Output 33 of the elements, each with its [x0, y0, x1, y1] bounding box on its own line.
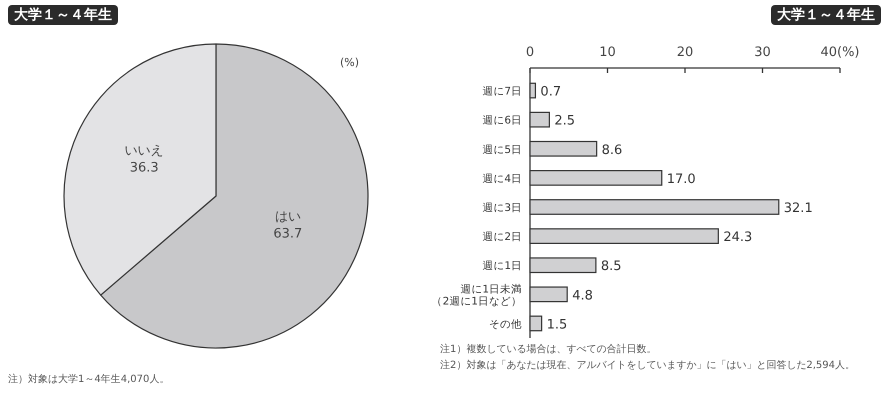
- data-label: 8.6: [602, 142, 622, 158]
- text: (%): [340, 56, 360, 69]
- slice-label: はい: [274, 209, 301, 224]
- data-label: 8.5: [600, 259, 622, 274]
- data-label: 24.3: [723, 230, 752, 246]
- y-tick-label: その他: [489, 318, 522, 330]
- text: 注1）複数している場合は、すべての合計日数。: [440, 342, 658, 357]
- slice-label: いいえ: [124, 144, 164, 159]
- chart-title: 大学１～４年生: [771, 5, 881, 25]
- y-tick-label: 週に6日: [482, 114, 522, 127]
- x-tick-label: 20: [676, 45, 694, 60]
- data-label: 4.8: [572, 288, 593, 304]
- y-tick-label: 週に7日: [482, 86, 522, 98]
- y-tick-label: 週に1日未満（2週に1日など）: [432, 282, 522, 308]
- y-tick-label: 週に4日: [482, 172, 522, 185]
- y-tick-label: 週に3日: [482, 202, 522, 214]
- x-tick-label: 0: [526, 45, 534, 60]
- text: 注2）対象は「あなたは現在、アルバイトをしていますか」に「はい」と回答した2,594人。: [440, 358, 856, 373]
- data-label: 36.3: [130, 160, 159, 176]
- x-tick-label: 30: [754, 45, 771, 60]
- data-label: 2.5: [554, 114, 576, 129]
- data-label: 63.7: [273, 226, 302, 242]
- data-label: 17.0: [666, 172, 696, 187]
- y-tick-label: 週に1日: [482, 260, 522, 272]
- data-label: 32.1: [784, 201, 813, 216]
- x-tick-label: 40(%): [820, 45, 860, 60]
- x-tick-label: 10: [599, 45, 616, 60]
- chart-title: 大学１～４年生: [8, 5, 118, 25]
- y-tick-label: 週に5日: [482, 144, 522, 156]
- data-label: 0.7: [540, 84, 562, 100]
- text: 注）対象は大学1～4年生4,070人。: [8, 372, 170, 387]
- y-tick-label: 週に2日: [482, 231, 522, 244]
- data-label: 1.5: [546, 317, 568, 332]
